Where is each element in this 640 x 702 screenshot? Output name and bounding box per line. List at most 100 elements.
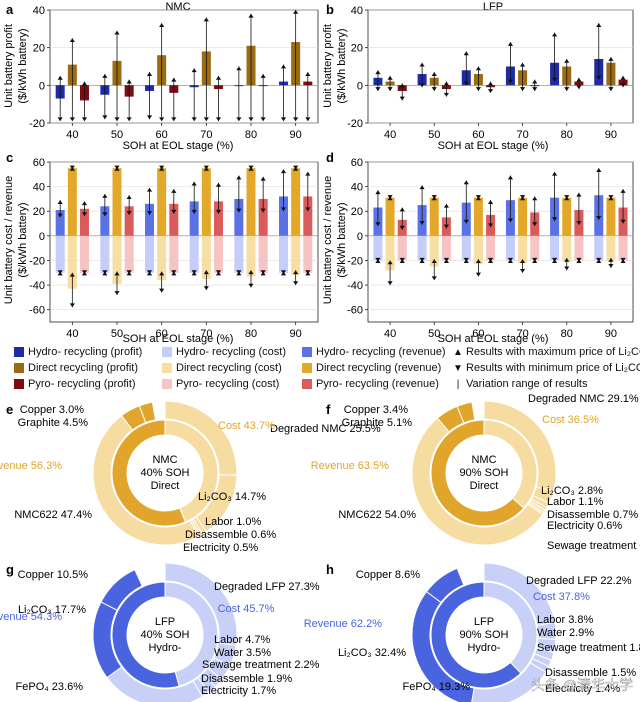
y-tick-label: -20 <box>347 255 363 267</box>
y-tick-label: 40 <box>33 5 45 17</box>
min-price-marker <box>519 195 526 199</box>
outer-segment <box>138 401 157 424</box>
min-price-marker <box>608 87 614 91</box>
outer-segment-label: NMC622 47.4% <box>14 509 92 521</box>
min-price-marker <box>260 208 266 213</box>
max-price-marker <box>399 207 405 212</box>
outer-segment-label: Labor 1.0% <box>205 516 261 528</box>
max-price-marker <box>57 200 63 204</box>
bar <box>530 235 540 261</box>
min-price-marker <box>81 270 88 274</box>
max-price-marker <box>387 75 393 80</box>
outer-segment-label: Li₂CO₃ 2.8% <box>541 485 603 497</box>
max-price-marker <box>260 74 266 78</box>
min-price-marker <box>236 270 242 274</box>
min-price-marker <box>305 117 311 122</box>
outer-segment <box>411 417 544 546</box>
max-price-marker <box>69 38 75 43</box>
bar <box>213 201 223 236</box>
outer-segment-label: Graphite 4.5% <box>18 417 89 429</box>
min-price-marker <box>293 281 299 286</box>
max-price-marker <box>475 66 482 71</box>
min-price-marker <box>487 257 494 262</box>
min-price-marker <box>564 195 570 199</box>
max-price-marker <box>552 32 558 37</box>
min-price-marker <box>552 77 558 82</box>
bar <box>213 235 223 273</box>
min-price-marker <box>487 223 494 228</box>
inner-segment-label: Revenue 54.3% <box>0 611 62 623</box>
legend-hydro-revenue: Hydro- recycling (revenue) <box>302 346 446 358</box>
max-price-marker <box>171 189 177 193</box>
max-price-marker <box>620 189 626 193</box>
min-price-marker <box>443 257 449 262</box>
min-price-marker <box>57 117 63 122</box>
min-price-marker <box>146 270 153 274</box>
min-price-marker <box>69 303 75 308</box>
y-tick-label: 0 <box>357 80 363 92</box>
legend-swatch <box>302 347 312 357</box>
x-tick-label: 70 <box>516 328 528 340</box>
min-price-marker <box>387 281 393 286</box>
plot-frame <box>49 161 319 323</box>
plot-a: -20 0 20 40 40 50 60 70 80 90 <box>29 5 319 141</box>
max-price-marker <box>293 10 299 14</box>
bar <box>441 235 451 261</box>
y-tick-label: 60 <box>351 157 363 169</box>
max-price-marker <box>419 185 425 190</box>
bar <box>429 197 439 236</box>
bar <box>67 168 77 236</box>
legend-swatch <box>14 363 24 373</box>
donut-center-label: NMC <box>152 454 177 466</box>
outer-segment <box>471 662 547 702</box>
min-price-marker <box>236 117 242 122</box>
min-price-marker <box>576 85 582 90</box>
min-price-marker <box>280 117 287 122</box>
xlabel-c: SOH at EOL stage (%) <box>123 333 234 345</box>
min-price-marker <box>532 257 538 262</box>
max-price-marker <box>431 259 437 264</box>
x-tick-label: 90 <box>290 129 302 141</box>
donut-center-label: Direct <box>151 480 180 492</box>
outer-segment-label: Disassemble 1.5% <box>545 667 636 679</box>
inner-segment-label: Revenue 63.5% <box>311 460 389 472</box>
bar <box>55 235 65 273</box>
donut-center-label: Hydro- <box>467 642 500 654</box>
max-price-marker <box>305 171 311 176</box>
legend-min-price: ▼ Results with minimum price of Li₂CO₃ <box>452 362 640 374</box>
max-price-marker <box>114 271 120 276</box>
outer-segment-label: Degraded LFP 22.2% <box>526 575 632 587</box>
panel-letter-f: f <box>326 402 331 417</box>
min-price-marker <box>57 270 63 274</box>
legend-pyro-revenue: Pyro- recycling (revenue) <box>302 378 439 390</box>
x-tick-label: 90 <box>605 129 617 141</box>
outer-segment-label: Disassemble 0.7% <box>547 509 638 521</box>
xlabel-b: SOH at EOL stage (%) <box>438 140 549 152</box>
plot-frame <box>367 161 634 323</box>
max-price-marker <box>596 23 602 27</box>
inner-segment <box>430 419 525 527</box>
bar <box>258 235 268 273</box>
min-price-marker <box>171 209 177 214</box>
min-price-marker <box>532 87 538 91</box>
outer-segment-label: Copper 8.6% <box>356 569 420 581</box>
min-price-marker <box>215 270 222 274</box>
min-price-marker <box>564 87 570 91</box>
min-price-marker <box>375 222 381 226</box>
x-tick-label: 60 <box>472 328 484 340</box>
legend-direct-profit: Direct recycling (profit) <box>14 362 138 374</box>
min-price-marker <box>126 117 132 122</box>
max-price-marker <box>159 23 165 27</box>
outer-segment-label: Degraded NMC 25.5% <box>270 423 381 435</box>
panel-letter-e: e <box>6 402 13 417</box>
min-price-marker <box>159 288 165 293</box>
min-price-marker <box>126 211 132 215</box>
max-price-marker <box>375 190 381 195</box>
max-price-marker <box>519 62 526 67</box>
min-price-marker <box>191 117 197 122</box>
max-price-marker <box>620 75 626 80</box>
min-price-marker <box>620 219 626 224</box>
